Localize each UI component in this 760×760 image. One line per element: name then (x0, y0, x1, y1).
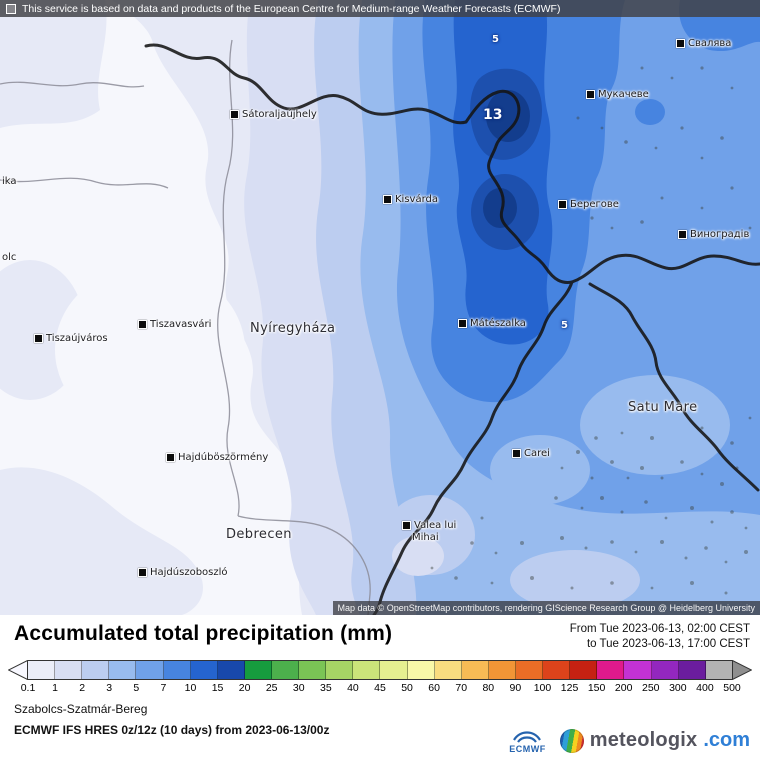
legend-tick-label: 500 (723, 682, 741, 694)
model-run-info: ECMWF IFS HRES 0z/12z (10 days) from 202… (14, 723, 330, 737)
legend-tick-label: 5 (133, 682, 140, 694)
legend-segment (461, 661, 489, 679)
service-notice-bar: This service is based on data and produc… (0, 0, 760, 17)
country-borders (144, 43, 760, 615)
meteologix-globe-icon (559, 728, 584, 753)
legend-segment (109, 661, 137, 679)
legend-segment (678, 661, 706, 679)
legend-labels: 0.1 1 2 3 5 7 10 15 20 25 30 35 40 45 50 60 70 80 90 100 125… (8, 682, 752, 696)
legend-segment (488, 661, 516, 679)
legend-tick-label: 90 (509, 682, 522, 694)
legend-tick-label: 25 (265, 682, 278, 694)
legend-tick-label: 400 (696, 682, 714, 694)
county-boundaries (0, 39, 371, 615)
legend-segment (407, 661, 435, 679)
legend-tick-label: 15 (211, 682, 224, 694)
legend-segment (597, 661, 625, 679)
legend-segment (28, 661, 56, 679)
legend-tick-label: 10 (184, 682, 197, 694)
map-attribution: Map data © OpenStreetMap contributors, r… (332, 601, 760, 615)
ecmwf-logo[interactable]: ECMWF (509, 727, 546, 754)
legend-panel: Accumulated total precipitation (mm) Fro… (0, 615, 760, 760)
legend-segment (380, 661, 408, 679)
legend-tick-label: 45 (374, 682, 386, 694)
legend-tick-label: 80 (482, 682, 495, 694)
legend-tick-label: 50 (401, 682, 413, 694)
legend-tick-label: 0.1 (20, 682, 36, 694)
legend-segment (353, 661, 381, 679)
info-square-icon (6, 3, 16, 14)
brand-name: meteologix (589, 729, 698, 751)
service-notice-text: This service is based on data and produc… (22, 2, 561, 15)
period-to: to Tue 2023-06-13, 17:00 CEST (586, 638, 750, 650)
weather-map[interactable]: Свалява Мукачеве Sátoraljaújhely Kisvárda Бе… (0, 0, 760, 615)
ecmwf-logo-text: ECMWF (509, 744, 546, 754)
region-name: Szabolcs-Szatmár-Bereg (14, 702, 148, 716)
legend-segment (434, 661, 462, 679)
meteologix-logo[interactable]: meteologix .com (559, 728, 750, 753)
legend-tick-label: 200 (614, 682, 633, 694)
legend-tick-label: 70 (455, 682, 468, 694)
brand-tld: .com (703, 729, 750, 751)
legend-segment (299, 661, 327, 679)
legend-tick-label: 1 (52, 682, 58, 694)
legend-tick-label: 35 (320, 682, 332, 694)
terrain-speckles (430, 66, 752, 595)
precipitation-map-canvas (0, 0, 760, 615)
legend-segment (651, 661, 679, 679)
legend-segment (244, 661, 272, 679)
legend-tick-label: 300 (669, 682, 687, 694)
period-from: From Tue 2023-06-13, 02:00 CEST (569, 623, 750, 635)
legend-segment (515, 661, 544, 679)
legend-tick-label: 2 (79, 682, 86, 694)
legend-segment (55, 661, 83, 679)
legend-segment (82, 661, 110, 679)
legend-tick-label: 20 (238, 682, 251, 694)
legend-tick-label: 125 (560, 682, 579, 694)
legend-tick-label: 100 (533, 682, 552, 694)
legend-segment (326, 661, 354, 679)
legend-tick-label: 3 (106, 682, 113, 694)
ecmwf-swoosh-icon (513, 731, 542, 743)
legend-arrow-left-icon (8, 660, 28, 680)
legend-segment (271, 661, 300, 679)
legend-segment (624, 661, 652, 679)
legend-tick-label: 40 (347, 682, 359, 694)
legend-tick-label: 150 (587, 682, 606, 694)
legend-arrow-right-icon (732, 660, 752, 680)
legend-bar-segments (28, 660, 732, 680)
legend-tick-label: 60 (428, 682, 440, 694)
legend-segment (163, 661, 191, 679)
chart-title: Accumulated total precipitation (mm) (14, 622, 393, 645)
color-scale: 0.1 1 2 3 5 7 10 15 20 25 30 35 40 45 50 60 70 80 90 100 125… (8, 660, 752, 698)
legend-segment (217, 661, 245, 679)
forecast-period: From Tue 2023-06-13, 02:00 CEST to Tue 2… (570, 622, 750, 652)
legend-segment (705, 661, 732, 679)
legend-segment (570, 661, 598, 679)
legend-tick-label: 30 (292, 682, 305, 694)
legend-tick-label: 7 (160, 682, 167, 694)
legend-segment (190, 661, 218, 679)
legend-tick-label: 250 (642, 682, 660, 694)
legend-segment (543, 661, 571, 679)
precipitation-field (0, 0, 760, 615)
legend-segment (136, 661, 164, 679)
